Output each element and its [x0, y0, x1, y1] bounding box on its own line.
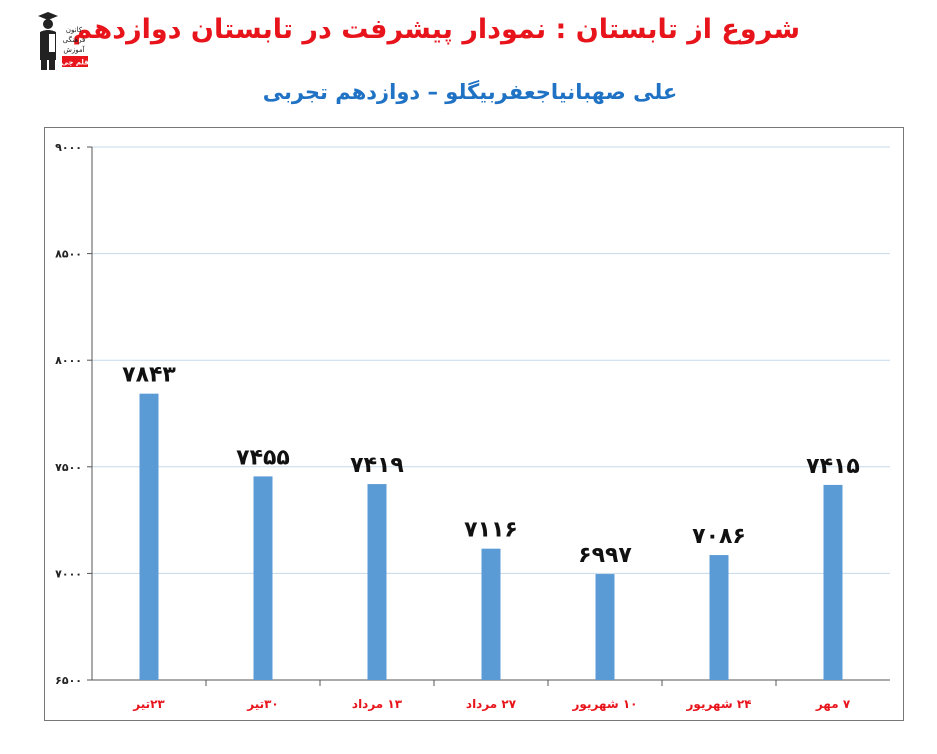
logo-text-line: فرهنگی — [63, 35, 86, 44]
logo-badge — [62, 56, 88, 67]
data-label: ۷۸۴۳ — [122, 363, 176, 388]
bar — [253, 476, 273, 680]
logo-text-line: کانون — [66, 26, 83, 34]
chart-subtitle: علی صهبانیاجعفربیگلو – دوازدهم تجربی — [262, 80, 678, 104]
y-tick-label: ۸۵۰۰ — [55, 248, 82, 261]
data-label: ۷۴۱۹ — [350, 453, 404, 478]
category-label: ۳۰تیر — [246, 697, 279, 711]
data-label: ۷۴۵۵ — [236, 445, 290, 470]
logo-badge-text: قلم چی — [61, 59, 89, 67]
data-label: ۶۹۹۷ — [578, 543, 632, 568]
category-label: ۱۳ مرداد — [352, 697, 403, 711]
y-tick-label: ۸۰۰۰ — [55, 354, 82, 367]
y-tick-label: ۷۰۰۰ — [55, 567, 82, 580]
chart-frame — [44, 127, 904, 721]
category-label: ۲۷ مرداد — [466, 697, 517, 711]
category-label: ۱۰ شهریور — [572, 697, 638, 712]
y-tick-label: ۷۵۰۰ — [55, 461, 82, 474]
bar — [367, 484, 387, 680]
graduate-figure-icon — [38, 12, 58, 70]
data-label: ۷۰۸۶ — [692, 524, 746, 549]
bar — [481, 548, 501, 680]
data-label: ۷۱۱۶ — [464, 518, 518, 543]
y-tick-label: ۶۵۰۰ — [55, 674, 82, 687]
bar — [709, 555, 729, 680]
category-label: ۷ مهر — [815, 697, 851, 711]
data-label: ۷۴۱۵ — [806, 454, 860, 479]
category-label: ۲۴ شهریور — [686, 697, 752, 712]
logo: کانون فرهنگی آموزش قلم چی — [38, 12, 89, 70]
bar — [595, 574, 615, 680]
bar — [139, 393, 159, 680]
category-label: ۲۳تیر — [132, 697, 165, 711]
bar — [823, 484, 843, 680]
y-tick-label: ۹۰۰۰ — [55, 141, 82, 154]
logo-text-line: آموزش — [63, 45, 85, 54]
chart-title: شروع از تابستان : نمودار پیشرفت در تابست… — [72, 14, 800, 45]
